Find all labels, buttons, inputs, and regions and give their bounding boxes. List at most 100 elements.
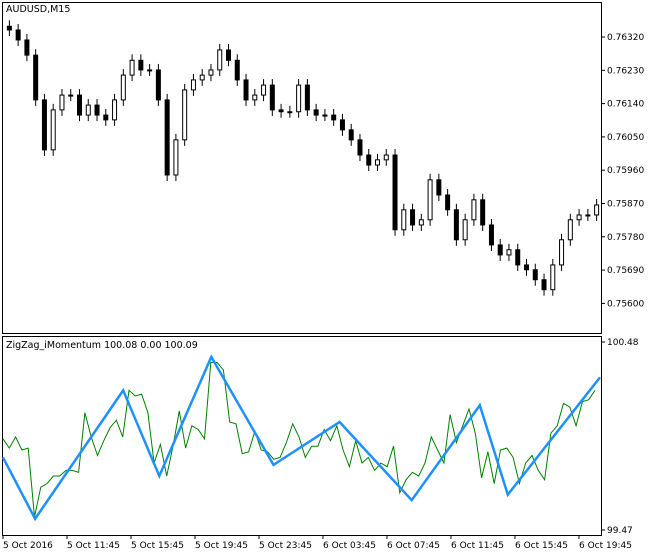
bear-candle — [436, 179, 442, 196]
bear-candle — [339, 119, 345, 131]
bull-candle — [182, 89, 188, 141]
price-tick-label: 0.75780 — [607, 233, 644, 243]
bull-candle — [252, 94, 258, 101]
time-tick-label: 6 Oct 11:45 — [451, 541, 504, 551]
indicator-tick-label: 99.47 — [607, 526, 633, 536]
bull-candle — [50, 109, 56, 151]
bear-candle — [138, 59, 144, 71]
indicator-tick-label: 100.48 — [607, 338, 639, 348]
bull-candle — [147, 69, 153, 72]
time-axis: 5 Oct 2016 5 Oct 11:45 5 Oct 15:45 5 Oct 19… — [2, 535, 632, 551]
bull-candle — [401, 209, 407, 231]
bear-candle — [33, 54, 39, 101]
time-tick-label: 5 Oct 23:45 — [259, 541, 312, 551]
time-tick-label: 5 Oct 19:45 — [195, 541, 248, 551]
price-tick-label: 0.75690 — [607, 266, 644, 276]
main-chart-panel — [2, 2, 602, 334]
bear-candle — [445, 194, 451, 211]
time-tick-label: 5 Oct 15:45 — [131, 541, 184, 551]
main-chart-title: AUDUSD,M15 — [6, 4, 71, 15]
bull-candle — [296, 84, 302, 113]
bull-candle — [173, 139, 179, 176]
bull-candle — [85, 104, 91, 116]
bull-candle — [112, 99, 118, 121]
bull-candle — [383, 154, 389, 161]
price-tick-label: 0.76050 — [607, 133, 644, 143]
bear-candle — [234, 59, 240, 81]
bear-candle — [497, 244, 503, 256]
bull-candle — [506, 249, 512, 256]
time-tick-label: 6 Oct 19:45 — [579, 541, 632, 551]
bear-candle — [453, 209, 459, 241]
bear-candle — [366, 154, 372, 166]
momentum-line — [2, 362, 596, 518]
bull-candle — [462, 219, 468, 241]
bear-candle — [77, 94, 82, 116]
zigzag-line — [1, 354, 601, 522]
indicator-panel — [2, 336, 602, 536]
bear-candle — [541, 279, 547, 291]
price-tick-label: 0.75600 — [607, 299, 644, 309]
bear-candle — [164, 99, 170, 176]
bear-candle — [6, 25, 12, 31]
bull-candle — [59, 94, 65, 111]
time-tick-label: 6 Oct 07:45 — [387, 541, 440, 551]
bull-candle — [375, 159, 380, 166]
bull-candle — [585, 214, 591, 217]
bull-candle — [261, 84, 267, 96]
indicator-title: ZigZag_iMomentum 100.08 0.00 100.09 — [6, 340, 198, 351]
bear-candle — [269, 84, 275, 111]
bear-candle — [94, 104, 100, 116]
bear-candle — [155, 69, 161, 101]
bear-candle — [103, 114, 109, 121]
bear-candle — [243, 79, 249, 101]
bull-candle — [120, 74, 126, 101]
time-tick-label: 5 Oct 2016 — [3, 541, 53, 551]
price-tick-label: 0.76230 — [607, 66, 644, 76]
bull-candle — [418, 219, 424, 226]
time-tick-label: 6 Oct 03:45 — [323, 541, 376, 551]
price-tick-label: 0.75960 — [607, 166, 644, 176]
indicator-axis: 100.48 99.47 — [601, 338, 639, 536]
bear-candle — [392, 154, 398, 231]
bull-candle — [217, 49, 223, 71]
price-tick-label: 0.76320 — [607, 33, 644, 43]
price-axis: 0.76320 0.76230 0.76140 0.76050 0.75960 0.758… — [601, 33, 644, 309]
bear-candle — [532, 269, 538, 281]
bear-candle — [488, 224, 494, 246]
candles-layer — [6, 20, 600, 296]
bear-candle — [331, 114, 337, 121]
time-tick-label: 5 Oct 11:45 — [67, 541, 120, 551]
bear-candle — [304, 84, 310, 111]
bear-candle — [226, 49, 231, 61]
bear-candle — [410, 209, 416, 226]
bull-candle — [550, 264, 556, 291]
bull-candle — [559, 239, 565, 266]
bear-candle — [515, 249, 521, 266]
bear-candle — [313, 109, 319, 116]
bear-candle — [24, 39, 30, 56]
bull-candle — [576, 214, 582, 221]
bull-candle — [567, 219, 573, 241]
bull-candle — [322, 114, 328, 117]
bear-candle — [15, 29, 21, 41]
bull-candle — [594, 204, 600, 216]
price-tick-label: 0.75870 — [607, 200, 644, 210]
bull-candle — [190, 79, 196, 91]
price-tick-label: 0.76140 — [607, 100, 644, 110]
bull-candle — [471, 199, 477, 221]
bear-candle — [41, 99, 47, 151]
bear-candle — [278, 109, 284, 113]
bear-candle — [348, 129, 354, 141]
bull-candle — [427, 179, 433, 221]
bull-candle — [287, 111, 293, 114]
bear-candle — [524, 264, 529, 271]
bull-candle — [199, 74, 205, 81]
bull-candle — [68, 94, 74, 97]
bull-candle — [129, 59, 135, 76]
bull-candle — [208, 69, 214, 76]
time-tick-label: 6 Oct 15:45 — [515, 541, 568, 551]
bear-candle — [357, 139, 363, 156]
